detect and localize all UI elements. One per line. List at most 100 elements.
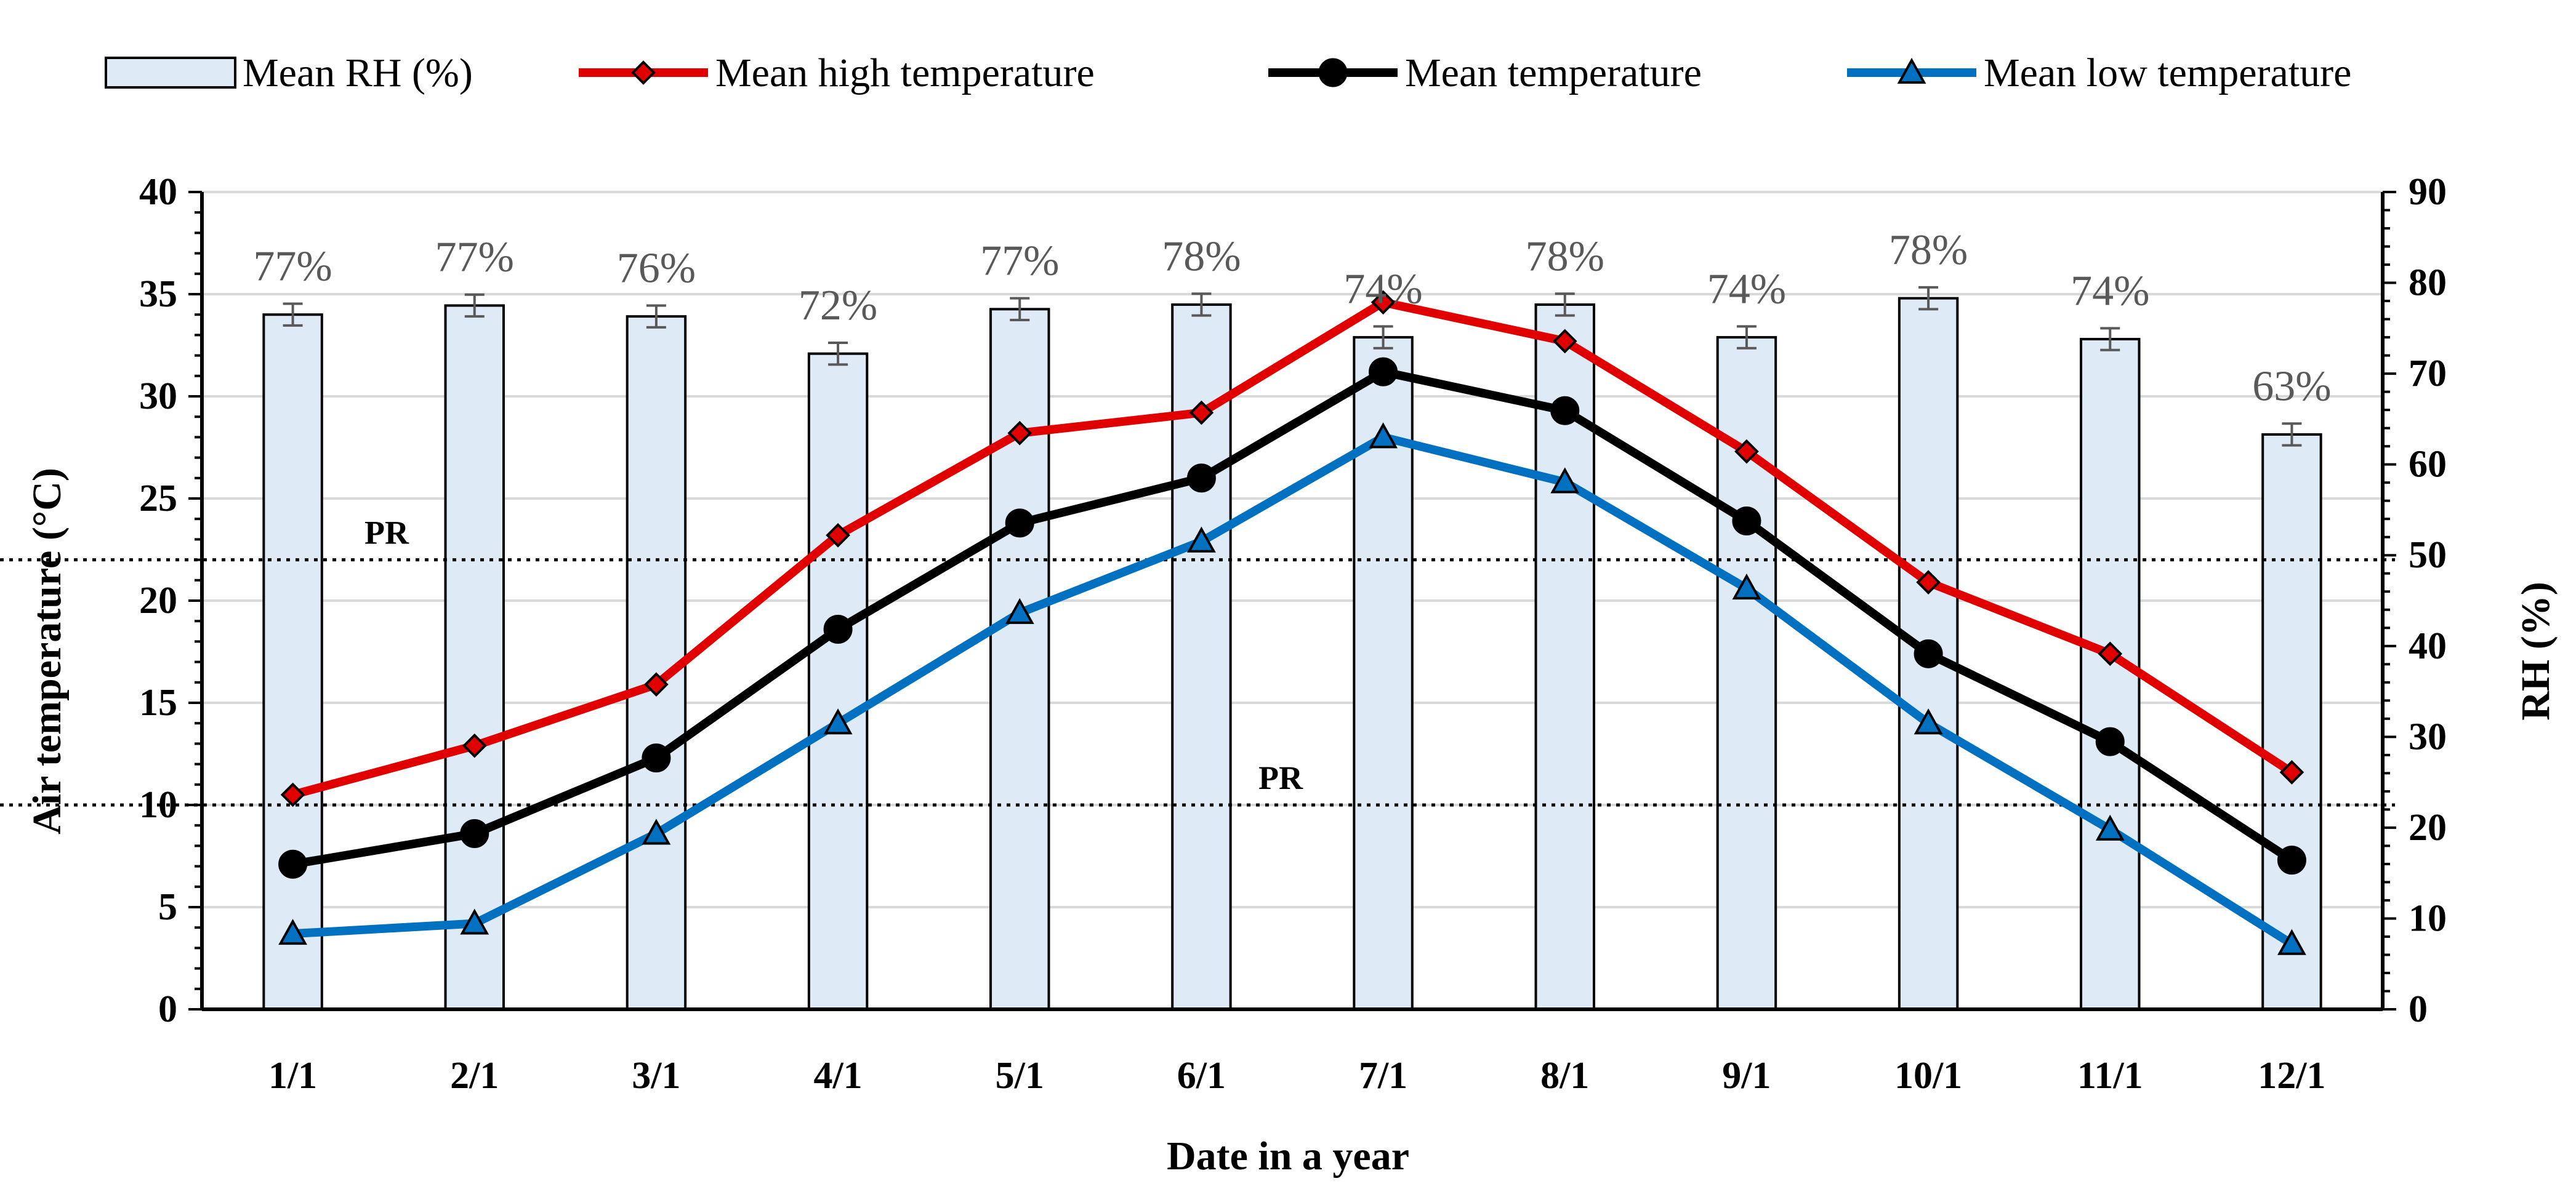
point-mean-temperature-12/1 — [2277, 846, 2306, 875]
y-left-tick-label: 15 — [139, 682, 177, 724]
x-tick-label: 12/1 — [2258, 1055, 2325, 1097]
rh-error-bar-11/1 — [2100, 327, 2120, 351]
series-mean-temperature — [278, 357, 2306, 879]
rh-data-label: 78% — [1162, 233, 1241, 280]
rh-error-bar-2/1 — [464, 293, 485, 318]
point-mean-temperature-4/1 — [823, 614, 853, 644]
legend-item-mean-temperature: Mean temperature — [1268, 50, 1702, 95]
point-mean-low-temperature-8/1 — [1550, 467, 1580, 494]
legend: Mean RH (%) Mean high temperature Mean tem… — [105, 50, 2351, 95]
point-mean-temperature-1/1 — [278, 849, 308, 879]
point-mean-temperature-11/1 — [2095, 727, 2125, 756]
rh-error-bar-8/1 — [1555, 292, 1575, 317]
y-left-tick-label: 30 — [139, 375, 177, 417]
point-mean-low-temperature-3/1 — [642, 819, 671, 845]
legend-item-mean-high-temperature: Mean high temperature — [579, 50, 1095, 95]
y-right-tick-label: 90 — [2409, 171, 2447, 213]
series-line-mean-low-temperature — [288, 433, 2296, 948]
legend-swatch-marker — [631, 60, 656, 85]
x-tick-label: 4/1 — [813, 1055, 862, 1097]
point-mean-high-temperature-7/1 — [1371, 290, 1396, 315]
point-mean-low-temperature-10/1 — [1914, 708, 1943, 735]
point-mean-high-temperature-1/1 — [280, 782, 305, 807]
rh-data-label: 76% — [617, 244, 696, 292]
legend-label: Mean low temperature — [1984, 50, 2351, 95]
y-left-tick-label: 0 — [158, 988, 177, 1030]
rh-data-label: 72% — [799, 282, 877, 329]
rh-bar-11/1 — [2080, 338, 2141, 1011]
point-mean-temperature-6/1 — [1186, 463, 1216, 493]
reference-lines: PR PR — [0, 514, 2395, 807]
rh-error-bar-9/1 — [1736, 325, 1757, 350]
point-mean-high-temperature-9/1 — [1734, 439, 1759, 464]
point-mean-temperature-5/1 — [1005, 508, 1034, 538]
x-tick-label: 1/1 — [268, 1055, 317, 1097]
rh-data-label: 77% — [253, 242, 332, 290]
rh-bar-1/1 — [262, 313, 323, 1011]
x-tick-label: 5/1 — [996, 1055, 1044, 1097]
rh-data-label: 78% — [1526, 233, 1604, 280]
rh-error-bar-5/1 — [1010, 297, 1030, 322]
rh-data-label: 77% — [980, 238, 1059, 285]
data-labels: 77% 77% 76% 72% 77% 78% 74% 78% 74% 78% 74% 63% — [253, 226, 2331, 410]
point-mean-low-temperature-2/1 — [460, 908, 489, 935]
x-tick-label: 6/1 — [1177, 1055, 1226, 1097]
point-mean-low-temperature-6/1 — [1187, 526, 1216, 553]
legend-swatch-marker — [1897, 57, 1926, 84]
point-mean-high-temperature-12/1 — [2279, 760, 2304, 785]
y-right-tick-label: 40 — [2409, 625, 2447, 667]
point-mean-high-temperature-4/1 — [826, 522, 850, 548]
legend-item-mean-low-temperature: Mean low temperature — [1847, 50, 2351, 95]
point-mean-high-temperature-3/1 — [644, 672, 669, 697]
y-left-tick-label: 5 — [158, 886, 177, 928]
y-right-tick-label: 0 — [2409, 988, 2428, 1030]
y-left-tick-label: 10 — [139, 784, 177, 826]
series-line-mean-high-temperature — [288, 298, 2296, 799]
y-axis-left-title: Air temperature (°C) — [25, 468, 70, 835]
rh-data-label: 78% — [1889, 226, 1968, 274]
point-mean-low-temperature-11/1 — [2095, 814, 2125, 841]
rh-error-bar-3/1 — [646, 304, 666, 329]
y-right-tick-label: 50 — [2409, 534, 2447, 576]
point-mean-high-temperature-5/1 — [1007, 420, 1032, 446]
point-mean-low-temperature-1/1 — [278, 919, 307, 945]
x-tick-label: 8/1 — [1540, 1055, 1589, 1097]
rh-bar-12/1 — [2261, 433, 2322, 1011]
y-right-tick-label: 10 — [2409, 897, 2447, 939]
rh-data-label: 77% — [435, 234, 514, 281]
legend-label: Mean temperature — [1405, 50, 1702, 95]
x-tick-label: 7/1 — [1359, 1055, 1407, 1097]
point-mean-temperature-7/1 — [1369, 357, 1398, 386]
point-mean-low-temperature-4/1 — [823, 708, 853, 735]
reference-line-label: PR — [1258, 759, 1303, 796]
y-right-tick-label: 70 — [2409, 353, 2447, 394]
legend-label: Mean high temperature — [715, 50, 1095, 95]
rh-data-label: 74% — [1343, 265, 1422, 313]
rh-data-label: 74% — [1707, 265, 1786, 313]
legend-swatch-bar — [105, 57, 236, 89]
rh-bar-5/1 — [989, 308, 1050, 1011]
series-mean-low-temperature — [278, 422, 2306, 955]
y-left-tick-label: 35 — [139, 273, 177, 315]
rh-bar-3/1 — [626, 315, 687, 1011]
point-mean-temperature-10/1 — [1914, 639, 1943, 668]
point-mean-low-temperature-9/1 — [1732, 573, 1761, 600]
rh-error-bar-12/1 — [2282, 422, 2302, 447]
rh-bar-4/1 — [807, 352, 869, 1011]
point-mean-high-temperature-6/1 — [1189, 400, 1214, 425]
y-right-tick-label: 80 — [2409, 262, 2447, 304]
rh-error-bar-4/1 — [828, 341, 848, 366]
rh-error-bar-6/1 — [1191, 292, 1212, 317]
point-mean-temperature-9/1 — [1732, 506, 1761, 536]
rh-error-bar-10/1 — [1918, 286, 1939, 311]
rh-bar-2/1 — [444, 304, 505, 1011]
point-mean-high-temperature-10/1 — [1916, 570, 1941, 594]
point-mean-high-temperature-2/1 — [462, 733, 487, 758]
point-mean-temperature-2/1 — [460, 819, 489, 848]
legend-swatch-marker — [1318, 58, 1348, 87]
series-mean-high-temperature — [280, 290, 2304, 807]
point-mean-temperature-8/1 — [1550, 396, 1580, 425]
y-right-tick-label: 60 — [2409, 444, 2447, 486]
x-tick-label: 2/1 — [450, 1055, 499, 1097]
